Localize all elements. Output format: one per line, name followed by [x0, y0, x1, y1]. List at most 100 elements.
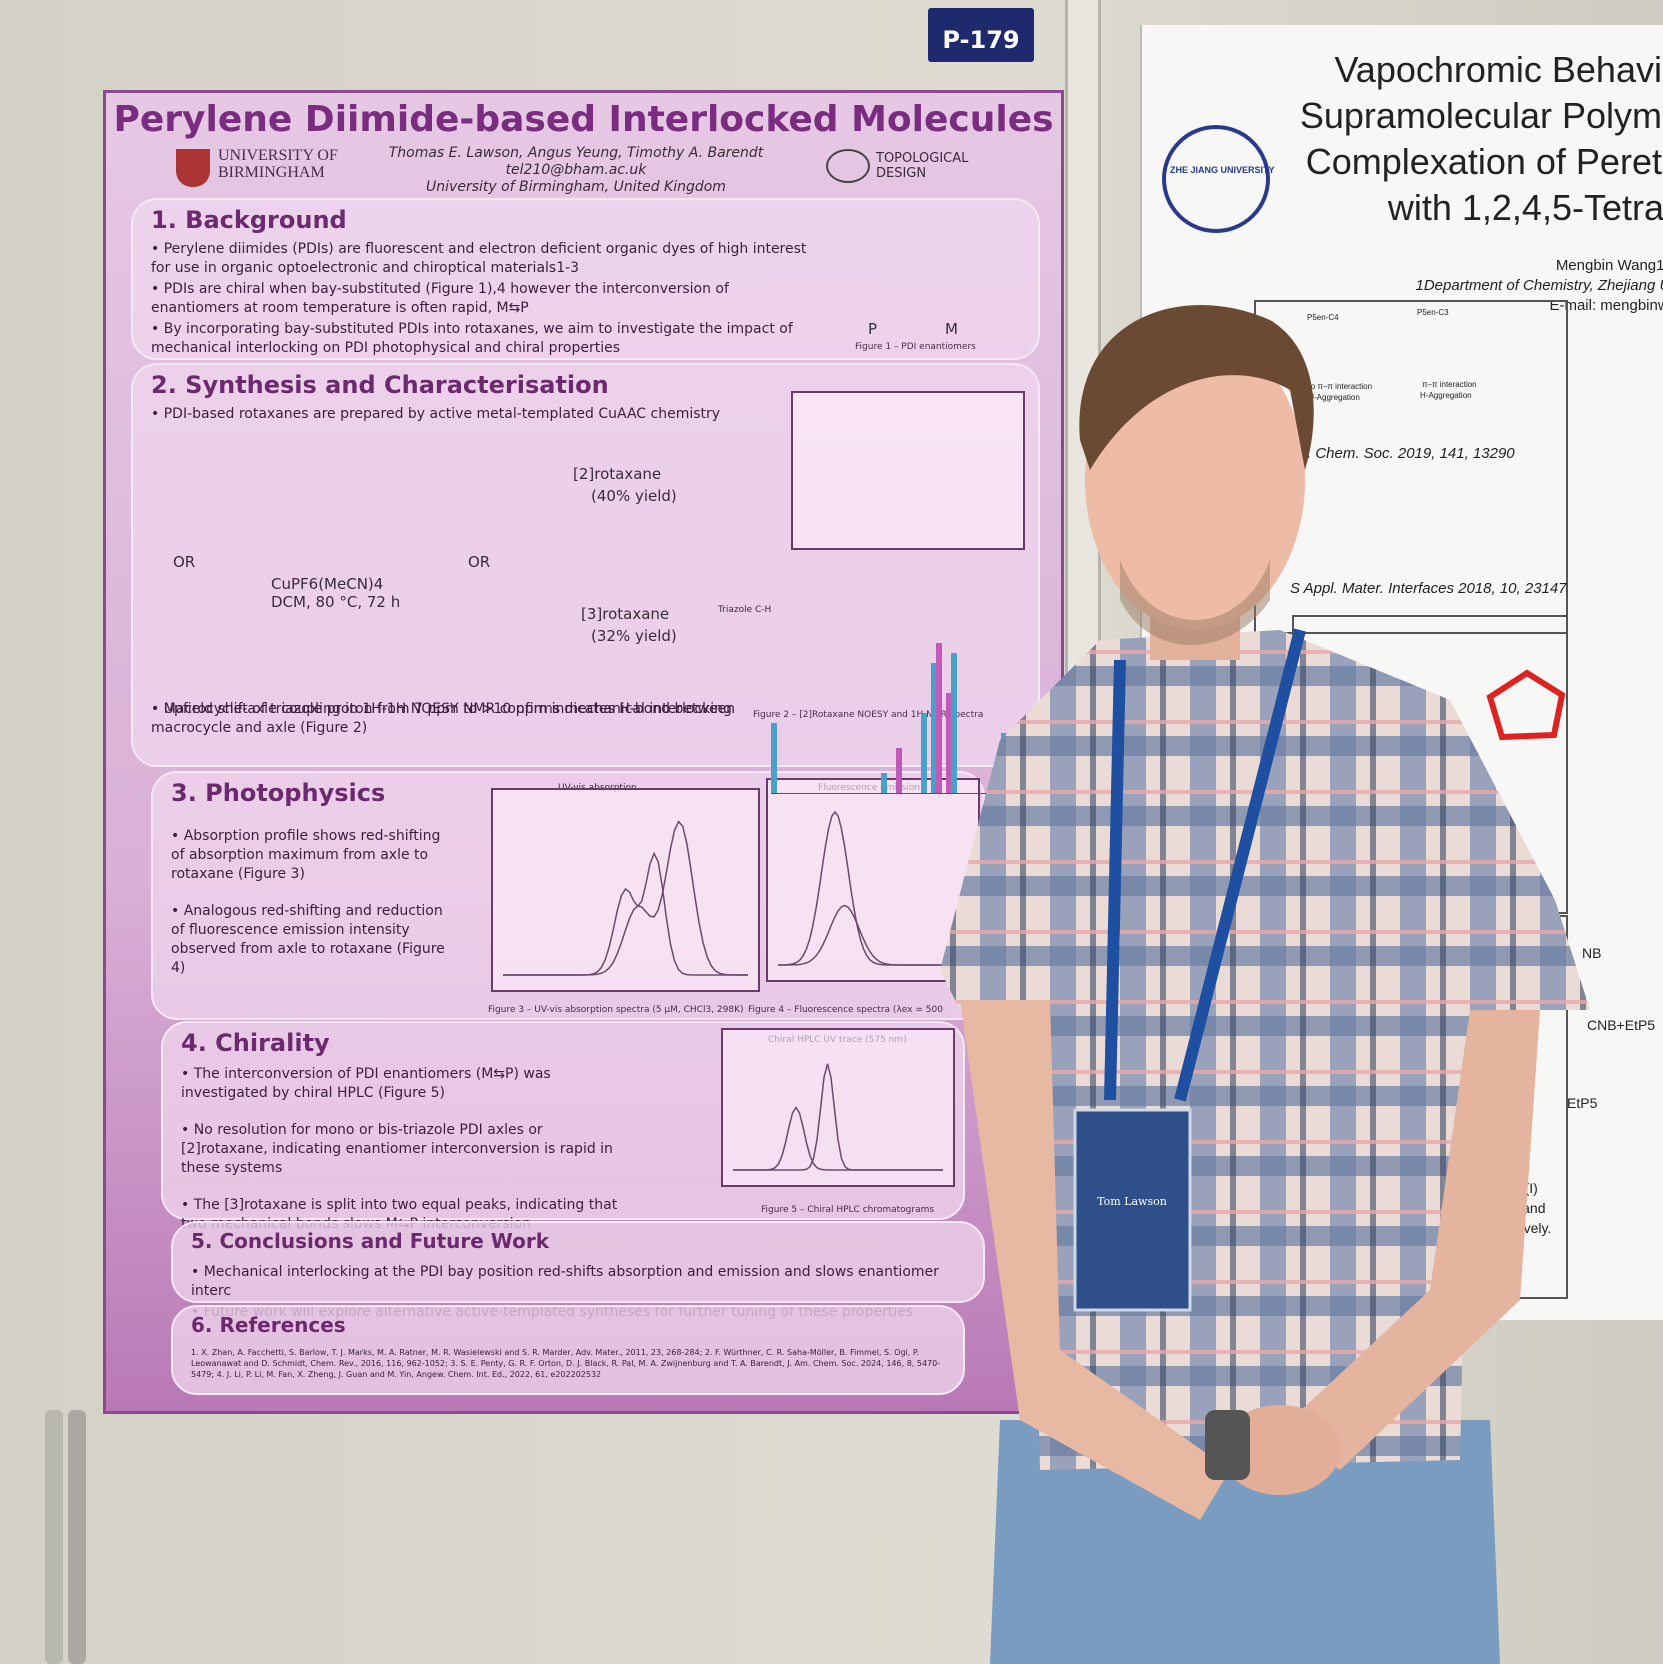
right-note: CNB+EtP5 — [1587, 1017, 1656, 1033]
name-badge-text: Tom Lawson — [1097, 1195, 1167, 1208]
bullet-list: • PDI-based rotaxanes are prepared by ac… — [133, 403, 735, 736]
bullet-text: PDI-based rotaxanes are prepared by acti… — [163, 406, 721, 422]
seal — [1162, 125, 1270, 233]
label: OR — [173, 553, 196, 571]
section-heading: 2. Synthesis and Characterisation — [151, 371, 609, 399]
seal-text: ZHE JIANG UNIVERSITY — [1170, 165, 1275, 175]
label: (40% yield) — [591, 487, 677, 505]
bullet-text: By incorporating bay-substituted PDIs in… — [151, 321, 793, 356]
badge-text: P-179 — [942, 26, 1020, 54]
section-heading: 5. Conclusions and Future Work — [191, 1229, 550, 1253]
bullet-text: 1. X. Zhan, A. Facchetti, S. Barlow, T. … — [191, 1348, 941, 1379]
right-reference: S Appl. Mater. Interfaces 2018, 10, 2314… — [1290, 580, 1567, 597]
bullet-dot: • — [151, 701, 164, 717]
figure — [491, 788, 760, 992]
bullet: • Analogous red-shifting and reduction o… — [171, 902, 453, 978]
right-email: E-mail: mengbinwar — [1549, 297, 1663, 314]
right-note: EtP5 — [1567, 1095, 1598, 1111]
bullet-text: Analogous red-shifting and reduction of … — [171, 903, 445, 976]
bullet-text: Upfield shift of triazole proton from 7 … — [151, 701, 736, 736]
label: [2]rotaxane — [573, 465, 662, 483]
label: M — [945, 320, 958, 338]
lanyard — [1104, 628, 1306, 1102]
nmr-peak — [896, 748, 902, 793]
name-badge — [1073, 1108, 1192, 1312]
label: (32% yield) — [591, 627, 677, 645]
beard — [1120, 560, 1270, 645]
figure — [791, 391, 1025, 550]
section-heading: 6. References — [191, 1313, 346, 1337]
bullet-dot: • — [151, 281, 164, 297]
bullet-text: Absorption profile shows red-shifting of… — [171, 828, 441, 882]
label: DCM, 80 °C, 72 h — [271, 593, 401, 611]
right-title-line: Supramolecular Polyme — [1299, 95, 1663, 136]
label: Triazole C-H — [718, 605, 772, 615]
right-label: No π–π interaction — [1305, 382, 1373, 391]
bullet: • By incorporating bay-substituted PDIs … — [151, 320, 813, 358]
bullet-list: • Absorption profile shows red-shifting … — [153, 823, 453, 978]
section: 1. Background • Perylene diimides (PDIs) … — [131, 198, 1040, 360]
caption: Figure 3 – UV-vis absorption spectra (5 … — [488, 1005, 744, 1015]
right-label: P5en-C3 — [1417, 308, 1449, 317]
right-author: Mengbin Wang1, F — [1555, 257, 1663, 274]
bullet-dot: • — [181, 1197, 194, 1213]
jeans — [990, 1420, 1500, 1664]
figure — [721, 1028, 955, 1187]
pole — [45, 1410, 63, 1664]
right-label: J-Aggregation — [1310, 393, 1360, 402]
bullet-text: Macrocycle-axle coupling in 1H-1H NOESY … — [163, 701, 732, 717]
hair — [1079, 305, 1314, 470]
bullet-list: 1. X. Zhan, A. Facchetti, S. Barlow, T. … — [173, 1345, 943, 1380]
caption: Figure 4 – Fluorescence spectra (λex = 5… — [748, 1005, 943, 1015]
bullet-dot: • — [171, 828, 184, 844]
affiliation: University of Birmingham, United Kingdom — [426, 179, 726, 195]
right-label: P5en-C4 — [1307, 313, 1339, 322]
bullet: • Perylene diimides (PDIs) are fluoresce… — [151, 240, 813, 278]
bullet: • PDIs are chiral when bay-substituted (… — [151, 280, 813, 318]
bullet: • PDI-based rotaxanes are prepared by ac… — [151, 405, 723, 424]
poster-title: Perylene Diimide-based Interlocked Molec… — [113, 99, 1054, 140]
email: tel210@bham.ac.uk — [505, 162, 647, 178]
bullet-text: No resolution for mono or bis-triazole P… — [181, 1122, 613, 1176]
section-heading: 4. Chirality — [181, 1029, 330, 1057]
bullet: • Absorption profile shows red-shifting … — [171, 827, 453, 884]
trace — [503, 820, 748, 976]
nmr-peak — [936, 643, 942, 793]
figure — [766, 778, 980, 982]
nmr-peak — [921, 713, 927, 793]
right-title: Vapochromic Behavio Supramolecular Polyme… — [1262, 47, 1663, 231]
authors: Thomas E. Lawson, Angus Yeung, Timothy A… — [388, 145, 764, 161]
poster: Perylene Diimide-based Interlocked Molec… — [103, 90, 1064, 1414]
partner-logo — [826, 149, 870, 183]
right-title-line: Vapochromic Behavio — [1334, 49, 1663, 90]
partner: TOPOLOGICAL DESIGN — [876, 151, 969, 181]
pole — [68, 1410, 86, 1664]
caption: Figure 2 – [2]Rotaxane NOESY and 1H NMR … — [753, 710, 984, 720]
board-badge: P-179 — [928, 8, 1034, 62]
bullet: • Macrocycle-axle coupling in 1H-1H NOES… — [151, 700, 751, 719]
bullet-dot: • — [191, 1264, 204, 1280]
bullet-text: Perylene diimides (PDIs) are fluorescent… — [151, 241, 807, 276]
right-title-line: with 1,2,4,5-Tetrac — [1387, 187, 1663, 228]
bullet: • Mechanical interlocking at the PDI bay… — [191, 1263, 973, 1301]
watch — [1205, 1410, 1250, 1480]
bullet-dot: • — [171, 903, 184, 919]
label: OR — [468, 553, 491, 571]
right-dept: 1Department of Chemistry, Zhejiang Uni — [1415, 277, 1663, 294]
section: 6. References 1. X. Zhan, A. Facchetti, S… — [171, 1305, 965, 1395]
bullet: • Upfield shift of triazole proton from … — [151, 700, 751, 738]
section-heading: 3. Photophysics — [171, 779, 386, 807]
bullet-text: PDIs are chiral when bay-substituted (Fi… — [151, 281, 729, 316]
trace — [778, 904, 968, 966]
arm — [960, 1000, 1230, 1520]
label: [3]rotaxane — [581, 605, 670, 623]
bullet-dot: • — [151, 406, 164, 422]
red-ring — [1486, 669, 1566, 741]
right-note: NB — [1582, 945, 1602, 961]
bullet-dot: • — [151, 241, 164, 257]
label: P — [868, 320, 878, 338]
nmr-peak — [931, 663, 937, 793]
nmr-peak — [771, 723, 777, 793]
bullet-text: The interconversion of PDI enantiomers (… — [181, 1066, 551, 1101]
